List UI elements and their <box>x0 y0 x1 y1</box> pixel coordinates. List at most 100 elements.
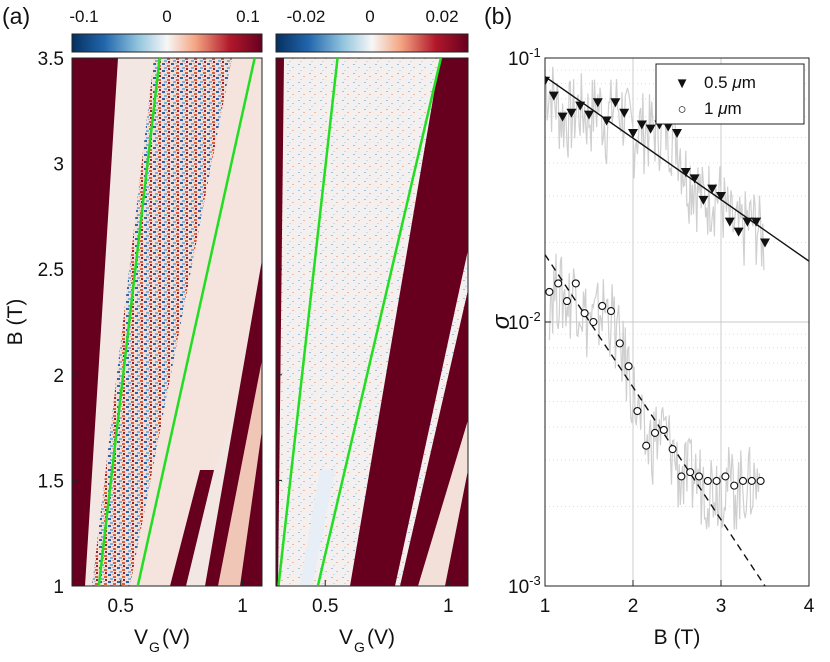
fit-line-1um <box>545 254 766 586</box>
plot-b-fit-lines <box>545 76 809 586</box>
marker-0p5um <box>545 76 550 86</box>
x-tick-label-left: 1 <box>237 596 248 617</box>
marker-0p5um <box>584 110 594 120</box>
green-line-left-2 <box>136 58 256 586</box>
marker-1um <box>659 425 668 435</box>
y-tick-label: 1 <box>53 577 64 598</box>
panel-a-ylabel: B (T) <box>4 299 27 346</box>
xlabel-left-sub: G <box>149 639 160 655</box>
marker-1um <box>580 309 589 318</box>
marker-0p5um <box>760 238 770 248</box>
marker-1um <box>686 468 695 477</box>
colorbar-right-max: 0.02 <box>425 7 458 26</box>
xlabel-left-main: V <box>134 626 148 649</box>
panel-a-label: (a) <box>2 3 30 29</box>
raw-trace-1 <box>548 253 761 530</box>
x-tick-label: 4 <box>804 596 815 617</box>
marker-1um <box>738 476 748 485</box>
marker-1um <box>606 307 616 316</box>
marker-0p5um <box>751 217 762 227</box>
marker-1um <box>633 406 642 416</box>
green-line-right-1 <box>277 58 339 586</box>
marker-1um <box>642 441 651 450</box>
colorbar-left-max: 0.1 <box>236 7 260 26</box>
marker-1um <box>624 362 633 371</box>
y-tick-label: 10-3 <box>508 573 541 598</box>
x-tick-label-right: 0.5 <box>312 596 338 617</box>
marker-0p5um <box>628 128 638 138</box>
marker-0p5um <box>601 116 612 126</box>
heatmap-right <box>276 58 468 586</box>
marker-1um <box>668 445 677 454</box>
legend: ▼ 0.5 μm ○ 1 μm <box>655 63 805 125</box>
fit-line-0p5um <box>545 76 809 262</box>
marker-0p5um <box>698 195 709 205</box>
panel-b-label: (b) <box>484 3 512 29</box>
marker-0p5um <box>557 112 568 122</box>
heatmap-left <box>72 58 262 586</box>
marker-0p5um <box>619 108 630 118</box>
marker-1um <box>712 476 721 485</box>
y-tick-label: 10-2 <box>508 309 541 334</box>
marker-1um <box>747 476 756 485</box>
plot-b-raw-traces <box>545 66 765 530</box>
colorbar-left-mid: 0 <box>162 7 171 26</box>
plot-b-markers <box>545 76 770 490</box>
marker-1um <box>730 481 739 490</box>
marker-1um <box>703 476 712 485</box>
marker-0p5um <box>689 174 700 184</box>
colorbar-left <box>71 33 263 53</box>
marker-1um <box>721 472 730 481</box>
marker-1um <box>650 428 660 437</box>
green-line-left-1 <box>97 58 161 586</box>
marker-1um <box>756 476 765 485</box>
legend-symbol-2: ○ <box>677 101 686 118</box>
x-tick-label-left: 0.5 <box>108 596 134 617</box>
y-tick-label: 1.5 <box>38 471 64 492</box>
colorbar-left-min: -0.1 <box>69 7 98 26</box>
marker-1um <box>598 301 607 311</box>
panel-b-ylabel: σ <box>488 313 515 329</box>
marker-1um <box>562 297 572 306</box>
marker-0p5um <box>575 101 586 111</box>
marker-1um <box>571 279 580 288</box>
legend-box <box>655 63 805 125</box>
marker-0p5um <box>742 217 753 227</box>
colorbar-right-min: -0.02 <box>287 7 326 26</box>
marker-0p5um <box>592 98 603 108</box>
xlabel-right-main: V <box>339 626 353 649</box>
heatmap-left-frame <box>71 57 263 587</box>
x-tick-label-right: 1 <box>443 596 454 617</box>
marker-1um <box>694 472 704 481</box>
y-tick-label: 2.5 <box>38 260 64 281</box>
marker-0p5um <box>645 124 656 134</box>
raw-trace-0 <box>545 66 765 271</box>
y-tick-label: 3 <box>53 155 64 176</box>
x-tick-label: 2 <box>628 596 639 617</box>
xlabel-left-unit: (V) <box>162 626 190 649</box>
marker-0p5um <box>672 128 682 138</box>
xlabel-left: V G (V) <box>134 626 190 655</box>
marker-0p5um <box>610 98 621 108</box>
marker-1um <box>545 287 554 296</box>
marker-1um <box>615 339 624 348</box>
marker-0p5um <box>548 91 559 101</box>
colorbar-right-mid: 0 <box>365 7 374 26</box>
marker-0p5um <box>733 227 744 237</box>
colorbar-right <box>275 33 469 53</box>
heatmap-right-frame <box>275 57 469 587</box>
marker-1um <box>589 317 598 327</box>
marker-0p5um <box>636 120 647 130</box>
legend-label-2: 1 μm <box>704 99 742 118</box>
legend-label-1: 0.5 μm <box>704 73 756 92</box>
marker-0p5um <box>724 217 735 227</box>
y-tick-label: 2 <box>53 366 64 387</box>
legend-symbol-1: ▼ <box>675 75 690 92</box>
y-tick-label: 10-1 <box>508 45 541 70</box>
xlabel-right-sub: G <box>354 639 365 655</box>
panel-a-x-ticks: 0.5 1 0.5 1 <box>108 580 454 617</box>
marker-1um <box>677 472 686 481</box>
y-tick-label: 3.5 <box>38 49 64 70</box>
x-tick-label: 3 <box>716 596 727 617</box>
